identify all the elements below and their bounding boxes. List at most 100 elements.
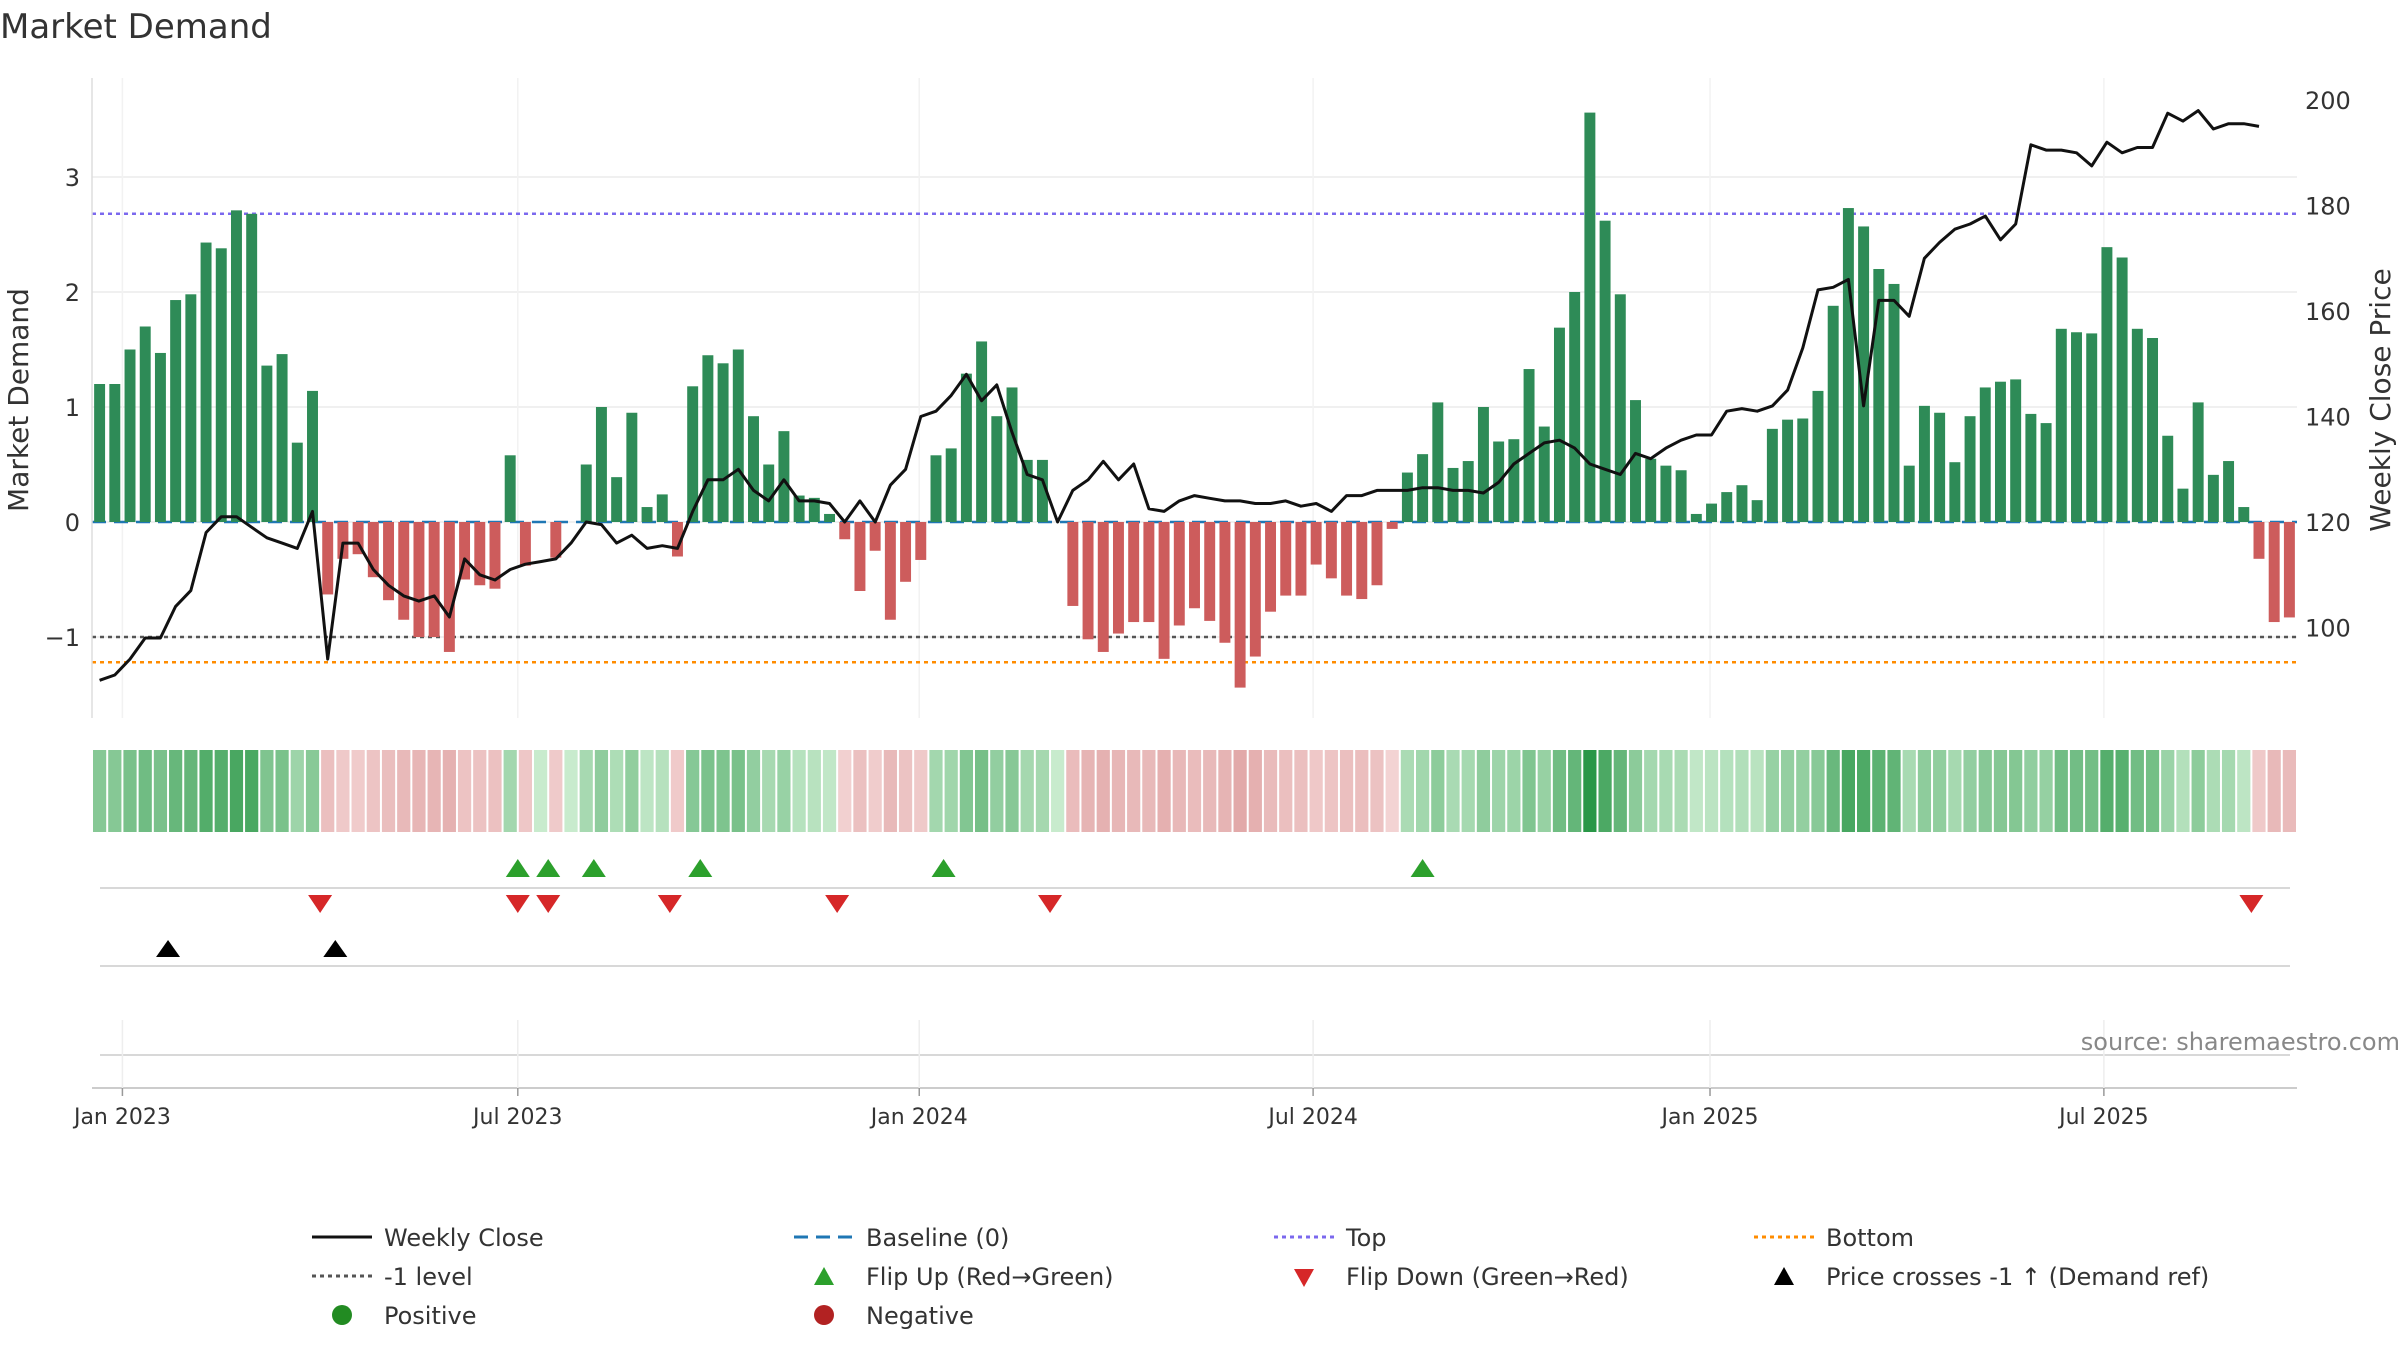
demand-bar — [154, 352, 166, 522]
strip-cell — [1339, 750, 1354, 832]
strip-cell — [640, 750, 654, 832]
x-tick-label: Jan 2023 — [72, 1105, 171, 1130]
strip-cell — [807, 750, 821, 832]
strip-cell — [959, 750, 973, 832]
demand-bar — [1934, 412, 1946, 522]
strip-cell — [2115, 750, 2129, 832]
strip-cell — [1887, 750, 1901, 832]
strip-cell — [975, 750, 989, 832]
demand-bar — [2101, 247, 2113, 522]
demand-bar — [1067, 522, 1079, 606]
demand-bar — [580, 464, 592, 522]
demand-bar — [230, 210, 242, 522]
flip-up-marker — [581, 859, 606, 877]
strip-cell — [321, 750, 335, 832]
demand-bar — [1599, 220, 1611, 522]
strip-cell — [1111, 750, 1126, 832]
demand-bar — [1173, 522, 1185, 626]
demand-heat-strip — [93, 750, 2296, 832]
strip-cell — [1598, 750, 1612, 832]
strip-cell — [594, 750, 609, 832]
flip-down-marker — [825, 895, 850, 913]
strip-cell — [518, 750, 532, 832]
demand-bar — [1128, 522, 1140, 623]
demand-bar — [1858, 226, 1870, 522]
strip-cell — [2085, 750, 2099, 832]
legend-baseline: Baseline (0) — [866, 1224, 1009, 1252]
demand-bar — [641, 507, 653, 522]
demand-bar — [1706, 503, 1718, 522]
strip-cell — [792, 750, 806, 832]
demand-bar — [200, 242, 212, 523]
strip-cell — [1172, 750, 1186, 832]
strip-cell — [214, 750, 228, 832]
legend-price-cross-marker — [1774, 1267, 1794, 1285]
demand-bar — [139, 326, 151, 522]
demand-bar — [1006, 387, 1018, 522]
strip-cell — [2100, 750, 2114, 832]
strip-cell — [2282, 750, 2296, 832]
strip-cell — [1416, 750, 1430, 832]
strip-cell — [838, 750, 852, 832]
demand-bar — [702, 355, 714, 522]
x-tick-label: Jan 2025 — [1660, 1105, 1759, 1130]
strip-cell — [2252, 750, 2266, 832]
right-tick-label: 180 — [2305, 193, 2351, 221]
strip-cell — [1020, 750, 1034, 832]
demand-bar — [1401, 472, 1413, 522]
strip-cell — [746, 750, 761, 832]
demand-bar — [307, 390, 318, 522]
strip-cell — [397, 750, 411, 832]
demand-bar — [1736, 485, 1748, 522]
legend-bottom: Bottom — [1826, 1224, 1914, 1252]
strip-cell — [1933, 750, 1947, 832]
demand-bar — [352, 522, 364, 555]
demand-bar — [428, 522, 440, 637]
demand-bar — [839, 522, 851, 540]
strip-cell — [184, 750, 198, 832]
strip-cell — [1948, 750, 1962, 832]
demand-bar — [1949, 462, 1961, 522]
strip-cell — [1857, 750, 1871, 832]
demand-bar — [1265, 522, 1277, 612]
strip-cell — [1431, 750, 1445, 832]
strip-cell — [1187, 750, 1202, 832]
right-tick-label: 140 — [2305, 404, 2351, 432]
strip-cell — [245, 750, 259, 832]
demand-bar — [2177, 488, 2189, 522]
strip-cell — [169, 750, 183, 832]
demand-bar — [1614, 294, 1626, 522]
strip-cell — [2009, 750, 2023, 832]
demand-bar — [1797, 418, 1809, 522]
strip-cell — [579, 750, 593, 832]
flip-down-marker — [657, 895, 682, 913]
demand-bar — [1538, 426, 1550, 522]
demand-bar — [1249, 522, 1261, 657]
price-cross-marker — [323, 940, 348, 957]
strip-cell — [1309, 750, 1323, 832]
demand-bar — [1888, 283, 1900, 522]
strip-cell — [1811, 750, 1825, 832]
strip-cell — [153, 750, 168, 832]
demand-bars — [94, 112, 2295, 688]
legend-flip-down: Flip Down (Green→Red) — [1346, 1263, 1629, 1291]
strip-cell — [1400, 750, 1414, 832]
strip-cell — [2267, 750, 2281, 832]
strip-cell — [2206, 750, 2220, 832]
demand-bar — [398, 522, 410, 620]
demand-bar — [1782, 419, 1794, 522]
strip-cell — [1218, 750, 1232, 832]
strip-cell — [1765, 750, 1779, 832]
demand-bar — [1356, 522, 1368, 600]
strip-cell — [1522, 750, 1536, 832]
strip-cell — [1993, 750, 2008, 832]
strip-cell — [2161, 750, 2175, 832]
strip-cell — [868, 750, 882, 832]
strip-cell — [914, 750, 928, 832]
strip-cell — [1294, 750, 1308, 832]
demand-bar — [687, 386, 699, 522]
demand-bar — [2086, 333, 2098, 522]
demand-bar — [1675, 470, 1687, 522]
left-tick-label: −1 — [45, 624, 80, 652]
